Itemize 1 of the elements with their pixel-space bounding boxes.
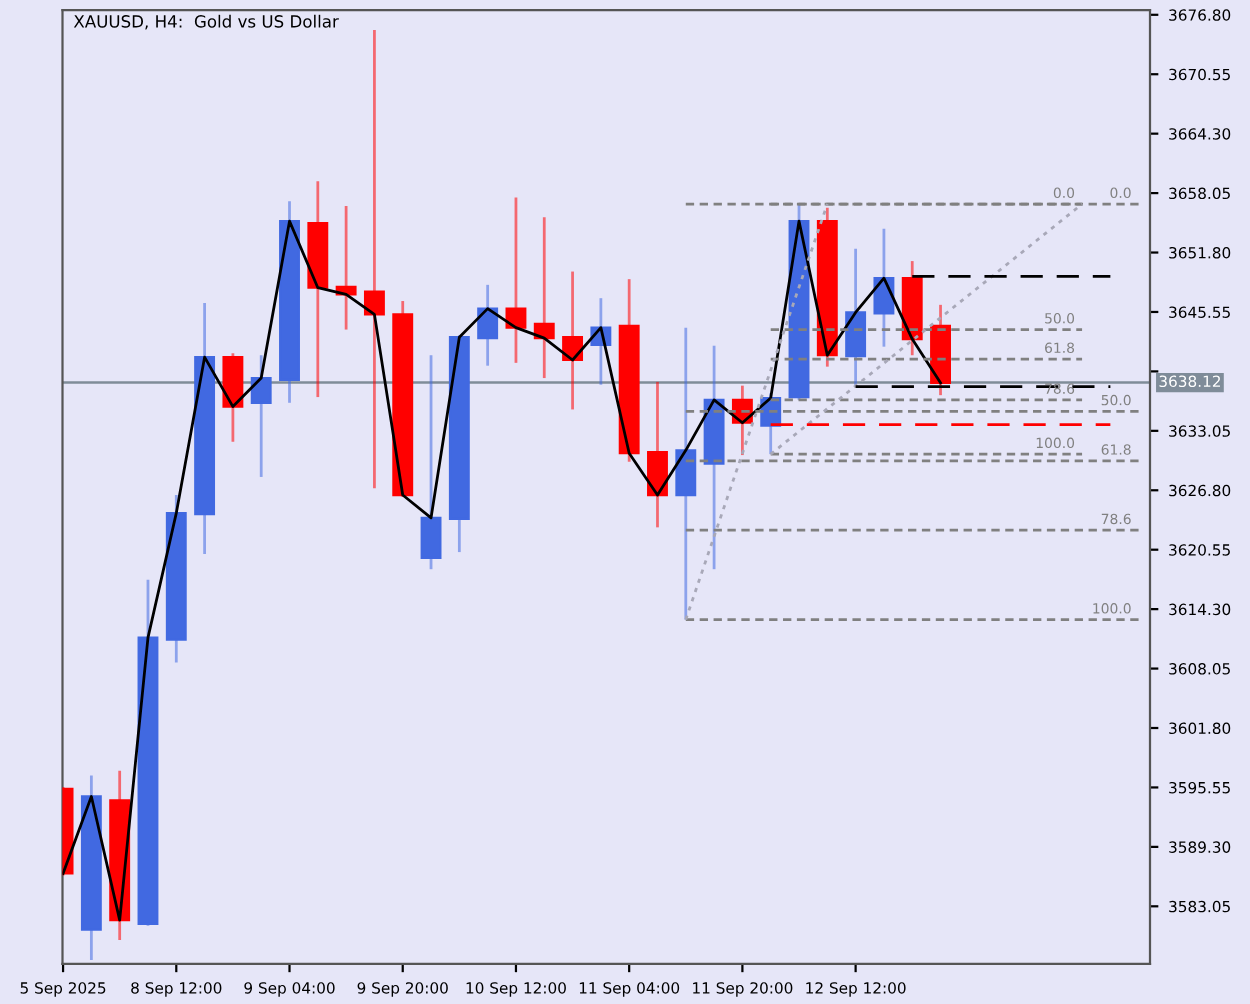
- chart-title: XAUUSD, H4: Gold vs US Dollar: [73, 14, 339, 30]
